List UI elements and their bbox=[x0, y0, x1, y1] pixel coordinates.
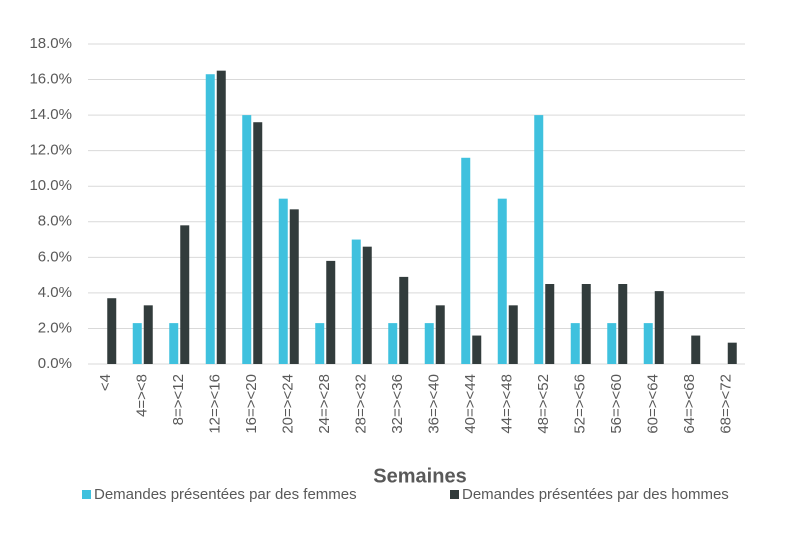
bar bbox=[143, 305, 153, 364]
legend-label: Demandes présentées par des femmes bbox=[94, 486, 357, 503]
x-tick-label: 64=><68 bbox=[681, 374, 698, 434]
bar bbox=[508, 305, 518, 364]
bar bbox=[180, 225, 190, 364]
legend-label: Demandes présentées par des hommes bbox=[462, 486, 729, 503]
x-tick-label: 36=><40 bbox=[426, 374, 443, 434]
bar bbox=[545, 284, 555, 364]
bar bbox=[570, 323, 580, 364]
bar bbox=[607, 323, 617, 364]
y-tick-label: 4.0% bbox=[38, 284, 72, 301]
bar bbox=[362, 246, 372, 364]
y-tick-label: 16.0% bbox=[29, 71, 72, 88]
bar bbox=[727, 342, 737, 364]
x-tick-label: 4=><8 bbox=[134, 374, 151, 417]
bar bbox=[315, 323, 325, 364]
y-tick-label: 2.0% bbox=[38, 319, 72, 336]
bar bbox=[132, 323, 142, 364]
x-tick-label: 52=><56 bbox=[572, 374, 589, 434]
x-tick-label: 60=><64 bbox=[645, 374, 662, 434]
bar bbox=[461, 157, 471, 364]
bar bbox=[424, 323, 434, 364]
bar bbox=[169, 323, 179, 364]
y-tick-label: 8.0% bbox=[38, 213, 72, 230]
bar bbox=[242, 115, 252, 364]
bar bbox=[691, 335, 701, 364]
bar bbox=[472, 335, 482, 364]
bar bbox=[435, 305, 445, 364]
legend-swatch bbox=[450, 490, 459, 499]
bar bbox=[581, 284, 591, 364]
bar bbox=[289, 209, 299, 364]
x-tick-label: 20=><24 bbox=[280, 374, 297, 434]
x-tick-label: 28=><32 bbox=[353, 374, 370, 434]
bar bbox=[497, 198, 507, 364]
bar bbox=[534, 115, 544, 364]
x-tick-label: 24=><28 bbox=[316, 374, 333, 434]
bar bbox=[388, 323, 398, 364]
bar bbox=[107, 298, 117, 364]
bar bbox=[216, 70, 226, 365]
legend-swatch bbox=[82, 490, 91, 499]
y-tick-label: 10.0% bbox=[29, 177, 72, 194]
y-tick-label: 6.0% bbox=[38, 248, 72, 265]
y-tick-label: 12.0% bbox=[29, 142, 72, 159]
x-tick-label: 44=><48 bbox=[499, 374, 516, 434]
x-tick-label: 12=><16 bbox=[207, 374, 224, 434]
bar bbox=[654, 291, 664, 364]
bar bbox=[351, 239, 361, 364]
x-tick-label: 32=><36 bbox=[389, 374, 406, 434]
y-tick-label: 14.0% bbox=[29, 106, 72, 123]
x-tick-label: 16=><20 bbox=[243, 374, 260, 434]
bar bbox=[326, 260, 336, 364]
bar bbox=[643, 323, 653, 364]
x-tick-label: 68=><72 bbox=[718, 374, 735, 434]
x-tick-label: 56=><60 bbox=[608, 374, 625, 434]
bar bbox=[399, 276, 409, 364]
y-tick-label: 18.0% bbox=[29, 35, 72, 52]
x-tick-label: <4 bbox=[97, 374, 114, 391]
x-axis-title: Semaines bbox=[373, 465, 466, 487]
x-tick-label: 48=><52 bbox=[535, 374, 552, 434]
x-tick-label: 8=><12 bbox=[170, 374, 187, 425]
bar bbox=[253, 122, 263, 364]
x-tick-label: 40=><44 bbox=[462, 374, 479, 434]
bar bbox=[618, 284, 628, 364]
bar bbox=[278, 198, 288, 364]
bar bbox=[205, 74, 215, 364]
y-tick-label: 0.0% bbox=[38, 355, 72, 372]
